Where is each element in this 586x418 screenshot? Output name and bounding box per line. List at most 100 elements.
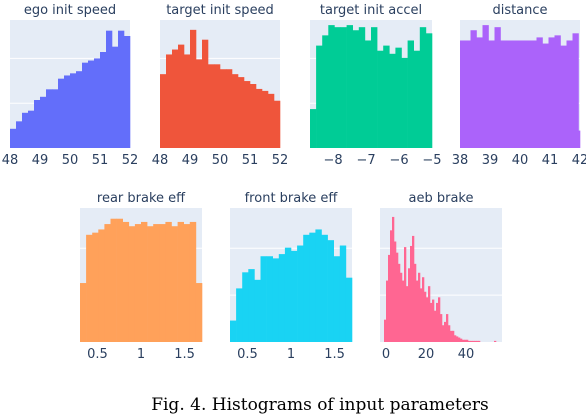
histogram-bar (416, 280, 419, 342)
histogram-bar (291, 250, 298, 342)
histogram-bar (260, 256, 267, 342)
histogram-bar (450, 330, 453, 342)
histogram-bar (334, 27, 341, 148)
x-tick-label: 49 (182, 153, 199, 168)
histogram-bar (398, 263, 401, 342)
histogram-bar (34, 100, 41, 148)
histogram-bar (554, 35, 561, 148)
x-tick-label: 50 (62, 153, 79, 168)
histogram-bar (578, 130, 581, 148)
histogram-bar (460, 40, 465, 149)
histogram-bar (80, 283, 87, 342)
histogram-bar (425, 33, 433, 149)
x-tick-label: 1 (137, 347, 145, 362)
histogram-bar (16, 121, 23, 148)
histogram-bar (238, 77, 245, 148)
histogram-bar (468, 340, 471, 342)
histogram-bar (82, 62, 89, 148)
x-tick-label: 52 (122, 153, 139, 168)
histogram-bar (488, 40, 495, 149)
x-tick-label: 52 (272, 153, 289, 168)
histogram-bar (52, 89, 59, 148)
histogram-bar (462, 339, 465, 342)
histogram-bar (118, 30, 125, 149)
histogram-bar (58, 78, 65, 148)
chart-title: rear brake eff (97, 191, 186, 206)
histogram-bar (124, 36, 131, 148)
x-tick-label: 1.5 (324, 347, 345, 362)
histogram-bar (28, 110, 35, 148)
x-tick-label: 51 (242, 153, 259, 168)
x-tick-label: 48 (2, 153, 19, 168)
histogram-bar (256, 88, 263, 148)
histogram-bar (389, 53, 396, 148)
histogram-bar (401, 57, 408, 148)
histogram-bar (346, 25, 353, 148)
histogram-bar (92, 232, 99, 342)
histogram-bar (470, 340, 473, 342)
histogram-bar (112, 46, 119, 148)
histogram-bar (494, 27, 501, 148)
histogram-bar (482, 25, 489, 148)
histogram-bar (345, 277, 353, 342)
histogram-bar (412, 235, 415, 342)
histogram-bar (413, 50, 421, 148)
histogram-bar (386, 280, 389, 342)
histogram-bar (70, 73, 77, 148)
histogram-bar (395, 47, 402, 149)
histogram-bar (189, 221, 197, 342)
histogram-bar (220, 69, 227, 148)
histogram-bar (214, 64, 221, 148)
histogram-bar (333, 256, 341, 342)
histogram-bar (446, 314, 449, 342)
histogram-bar (242, 272, 249, 342)
histogram-bar (494, 340, 497, 342)
histogram-bar (339, 245, 347, 342)
histogram-bar (310, 109, 317, 148)
histogram-bar (86, 234, 93, 342)
histogram-bar (195, 283, 203, 342)
histogram-bar (414, 263, 417, 342)
histogram-bar (159, 224, 166, 342)
histogram-bar (153, 224, 160, 342)
histogram-bar (250, 84, 257, 148)
histogram-bar (327, 240, 334, 342)
histogram-bar (377, 50, 384, 148)
histogram-bar (452, 330, 455, 342)
histogram-bar (474, 340, 477, 342)
histogram-bar (328, 25, 335, 148)
histogram-bar (410, 245, 413, 342)
histogram-bar (442, 325, 445, 342)
histogram-bar (518, 40, 525, 149)
histogram-bar (371, 27, 378, 148)
histogram-bar (430, 302, 433, 342)
histogram-bar (524, 40, 531, 149)
histogram-bar (440, 314, 443, 342)
histogram-bar (309, 232, 316, 342)
histogram-bar (476, 37, 483, 148)
histogram-bar (458, 337, 461, 342)
histogram-bar (466, 339, 469, 342)
histogram-bar (422, 277, 425, 342)
histogram-bar (98, 229, 105, 342)
histogram-bar (404, 247, 407, 342)
x-tick-label: 51 (92, 153, 109, 168)
chart-title: distance (492, 3, 547, 18)
histogram-bar (392, 216, 395, 342)
histogram-bar (76, 71, 83, 148)
histogram-bar (134, 224, 142, 342)
x-tick-label: −5 (422, 153, 441, 168)
x-tick-label: 20 (418, 347, 435, 362)
histogram-bar (248, 269, 255, 342)
histogram-bar (419, 27, 427, 148)
histogram-bar (316, 45, 323, 148)
histogram-bar (418, 272, 421, 342)
x-tick-label: 0 (382, 347, 390, 362)
histogram-bar (530, 40, 537, 149)
histogram-bar (166, 54, 173, 148)
chart-title: ego init speed (24, 3, 116, 18)
histogram-bar (454, 335, 457, 342)
histogram-bar (141, 221, 148, 342)
chart-title: target init accel (320, 3, 422, 18)
